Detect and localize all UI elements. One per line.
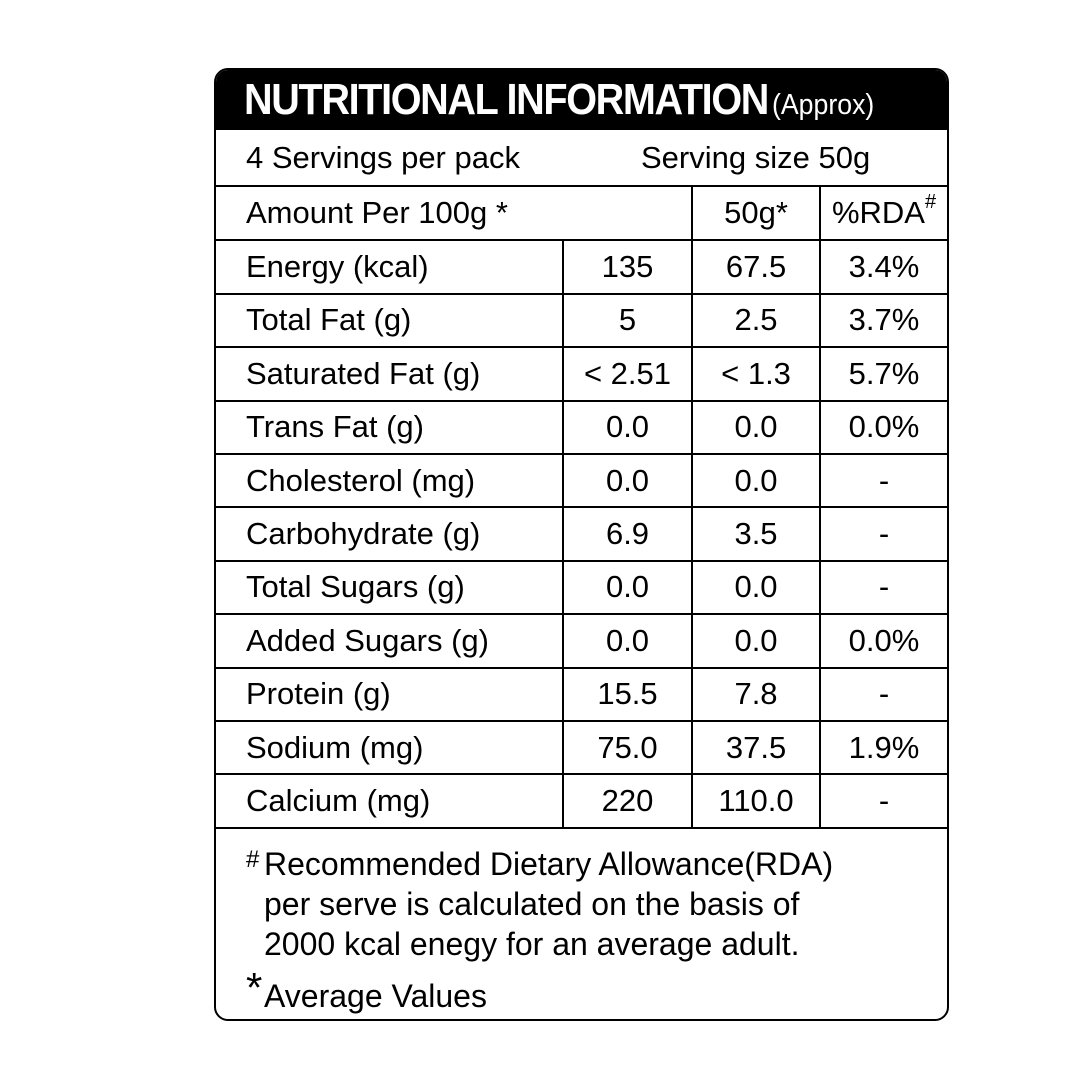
servings-per-pack: 4 Servings per pack <box>246 140 520 175</box>
value-per-serving: 2.5 <box>691 293 821 349</box>
nutrient-row: Total Fat (g) 5 2.5 3.7% <box>216 293 947 349</box>
nutrient-row: Trans Fat (g) 0.0 0.0 0.0% <box>216 400 947 455</box>
rda-hash-mark: # <box>924 191 937 214</box>
value-per-serving: 0.0 <box>691 400 821 455</box>
value-per-100g: 220 <box>561 774 693 829</box>
value-per-serving: 0.0 <box>691 560 821 616</box>
nutrient-name: Cholesterol (mg) <box>216 453 563 509</box>
nutrient-name: Total Fat (g) <box>216 293 563 349</box>
value-per-100g: 135 <box>561 240 693 295</box>
nutrient-name: Protein (g) <box>216 667 563 722</box>
value-rda: - <box>819 560 947 616</box>
value-rda: - <box>819 453 947 509</box>
nutrient-row: Saturated Fat (g) < 2.51 < 1.3 5.7% <box>216 347 947 402</box>
rda-column-header: %RDA# <box>819 187 947 242</box>
value-per-serving: 37.5 <box>691 720 821 776</box>
nutrient-row: Total Sugars (g) 0.0 0.0- <box>216 560 947 616</box>
nutrition-table: Amount Per 100g * 50g* %RDA# Energy (kca… <box>216 187 947 829</box>
value-per-100g: 0.0 <box>561 453 693 509</box>
footnote-line-3: 2000 kcal enegy for an average adult. <box>264 926 800 962</box>
nutrient-row: Cholesterol (mg) 0.0 0.0- <box>216 453 947 509</box>
value-per-serving: 7.8 <box>691 667 821 722</box>
serving-info: 4 Servings per pack Serving size 50g <box>216 130 947 187</box>
nutrient-name: Total Sugars (g) <box>216 560 563 616</box>
value-per-100g: 0.0 <box>561 560 693 616</box>
nutrient-row: Added Sugars (g) 0.0 0.0 0.0% <box>216 614 947 669</box>
value-per-serving: 67.5 <box>691 240 821 295</box>
footnote-star-mark: * <box>246 964 263 1011</box>
nutrient-name: Calcium (mg) <box>216 774 563 829</box>
value-rda: - <box>819 774 947 829</box>
label-header: NUTRITIONAL INFORMATION (Approx) <box>216 70 947 130</box>
value-per-serving: 0.0 <box>691 453 821 509</box>
value-rda: 0.0% <box>819 614 947 669</box>
footnote-average-values: Average Values <box>264 978 487 1014</box>
value-rda: - <box>819 507 947 562</box>
value-per-100g: < 2.51 <box>561 347 693 402</box>
serving-column-header: 50g* <box>691 187 821 242</box>
nutrient-row: Carbohydrate (g) 6.9 3.5- <box>216 507 947 562</box>
nutrient-name: Energy (kcal) <box>216 240 563 295</box>
footnote-line-2: per serve is calculated on the basis of <box>264 886 800 922</box>
value-per-serving: 3.5 <box>691 507 821 562</box>
value-rda: 3.4% <box>819 240 947 295</box>
nutrient-row: Protein (g) 15.5 7.8- <box>216 667 947 722</box>
footnote: # Recommended Dietary Allowance(RDA) per… <box>216 844 947 1016</box>
value-per-100g: 0.0 <box>561 614 693 669</box>
value-rda: - <box>819 667 947 722</box>
table-header-row: Amount Per 100g * 50g* %RDA# <box>216 187 947 242</box>
value-rda: 3.7% <box>819 293 947 349</box>
value-per-serving: < 1.3 <box>691 347 821 402</box>
footnote-hash-mark: # <box>246 846 260 873</box>
value-per-100g: 5 <box>561 293 693 349</box>
value-per-100g: 0.0 <box>561 400 693 455</box>
value-per-serving: 0.0 <box>691 614 821 669</box>
nutrition-label: NUTRITIONAL INFORMATION (Approx) 4 Servin… <box>214 68 949 1021</box>
nutrient-name: Saturated Fat (g) <box>216 347 563 402</box>
label-title: NUTRITIONAL INFORMATION <box>244 75 769 124</box>
nutrient-name: Added Sugars (g) <box>216 614 563 669</box>
footnote-line-1: Recommended Dietary Allowance(RDA) <box>264 846 834 882</box>
nutrient-row: Calcium (mg) 220 110.0- <box>216 774 947 829</box>
label-subtitle: (Approx) <box>772 89 875 121</box>
nutrient-name: Sodium (mg) <box>216 720 563 776</box>
nutrient-row: Sodium (mg) 75.0 37.5 1.9% <box>216 720 947 776</box>
nutrient-name: Carbohydrate (g) <box>216 507 563 562</box>
value-rda: 5.7% <box>819 347 947 402</box>
nutrient-row: Energy (kcal) 135 67.5 3.4% <box>216 240 947 295</box>
value-rda: 0.0% <box>819 400 947 455</box>
value-per-100g: 15.5 <box>561 667 693 722</box>
value-per-serving: 110.0 <box>691 774 821 829</box>
rda-header-label: %RDA <box>831 195 925 231</box>
amount-per-100g-header: Amount Per 100g * <box>216 187 693 242</box>
value-per-100g: 6.9 <box>561 507 693 562</box>
value-rda: 1.9% <box>819 720 947 776</box>
serving-size: Serving size 50g <box>641 140 871 175</box>
nutrient-name: Trans Fat (g) <box>216 400 563 455</box>
value-per-100g: 75.0 <box>561 720 693 776</box>
